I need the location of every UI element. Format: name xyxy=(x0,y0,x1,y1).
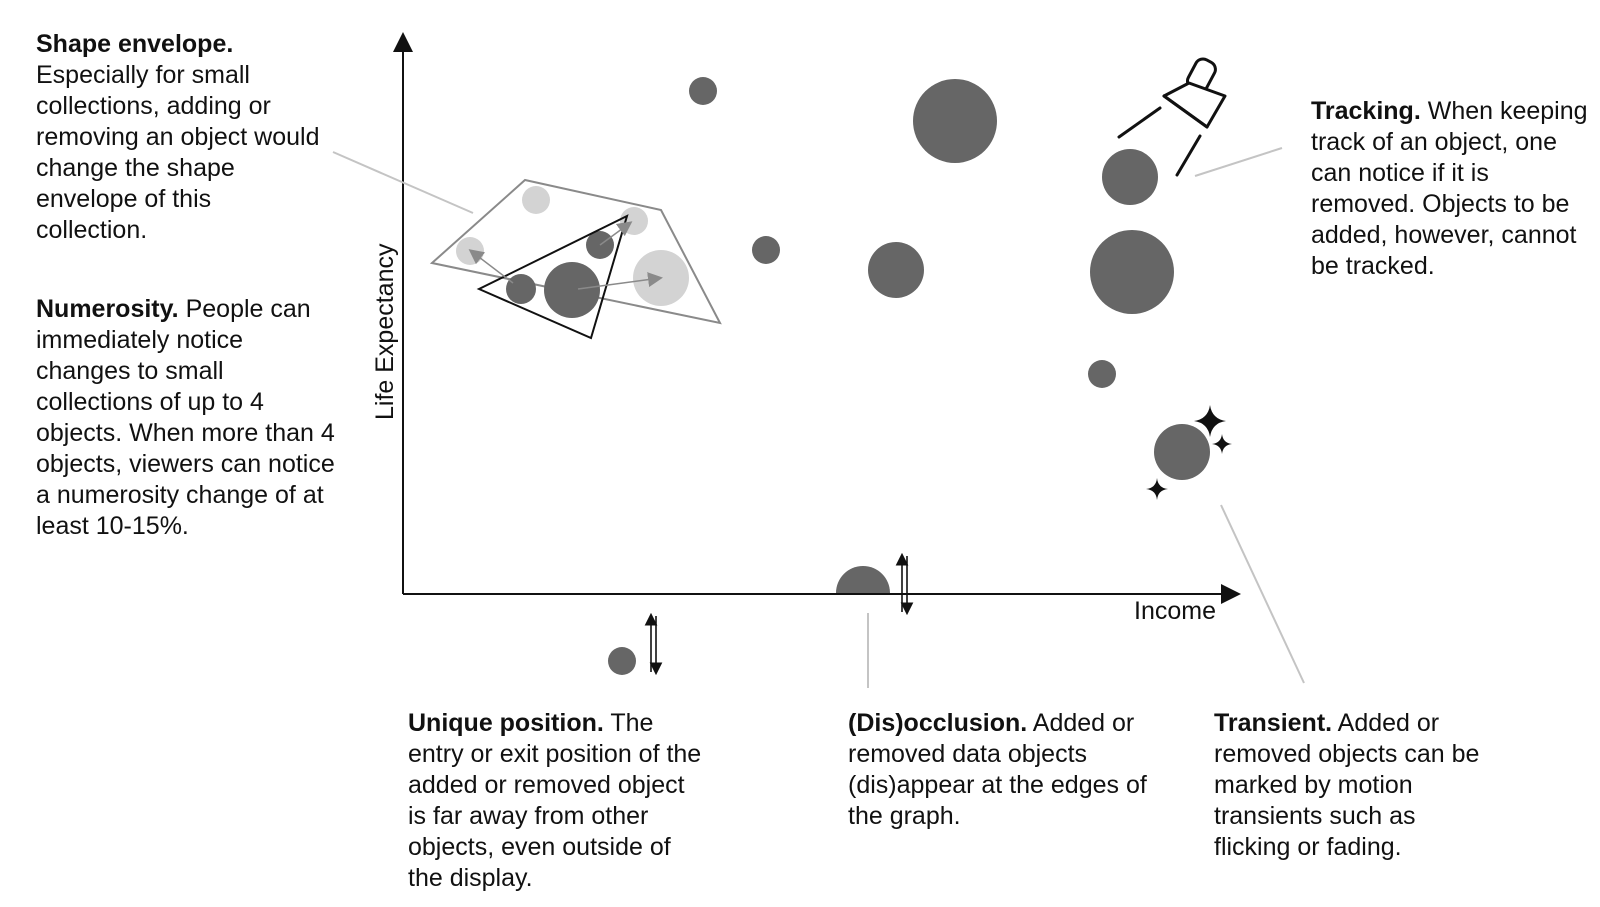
annotation-transient: Transient. Added or removed objects can … xyxy=(1214,708,1494,863)
motion-arrow xyxy=(468,249,514,284)
annotation-body: Added or removed objects can be marked b… xyxy=(1214,709,1480,861)
bubble xyxy=(1090,230,1174,314)
x-axis-label: Income xyxy=(1134,597,1216,625)
annotation-body: Especially for small collections, adding… xyxy=(36,61,320,244)
annotation-disocclusion: (Dis)occlusion. Added or removed data ob… xyxy=(848,708,1148,832)
bubble xyxy=(868,242,924,298)
annotation-title: Tracking. xyxy=(1311,97,1421,125)
inner-envelope-shape xyxy=(476,214,629,340)
annotation-body: The entry or exit position of the added … xyxy=(408,709,702,892)
annotation-unique-position: Unique position. The entry or exit posit… xyxy=(408,708,708,894)
annotation-title: Unique position. xyxy=(408,709,604,737)
bubble xyxy=(1088,360,1116,388)
leader-transient xyxy=(1220,504,1305,684)
annotation-numerosity: Numerosity. People can immediately notic… xyxy=(36,294,336,542)
faded-bubble xyxy=(456,237,484,265)
flashlight-icon xyxy=(1117,57,1227,177)
sparkle-icon xyxy=(1146,405,1232,500)
bubble xyxy=(752,236,780,264)
faded-bubble xyxy=(633,250,689,306)
faded-bubble xyxy=(522,186,550,214)
leader-lines xyxy=(332,147,1305,688)
outer-envelope-shape xyxy=(429,178,722,325)
bubble xyxy=(1154,424,1210,480)
leader-tracking xyxy=(1194,147,1283,177)
bubble xyxy=(1102,149,1158,205)
bubble xyxy=(506,274,536,304)
occluded-bubble xyxy=(836,566,890,593)
annotation-body: When keeping track of an object, one can… xyxy=(1311,97,1588,280)
double-arrow-icon xyxy=(644,612,663,676)
annotation-shape-envelope: Shape envelope. Especially for small col… xyxy=(36,29,326,246)
bubble xyxy=(544,262,600,318)
annotation-body: Added or removed data objects (dis)appea… xyxy=(848,709,1147,830)
axes: Income Life Expectancy xyxy=(371,32,1241,625)
bubble xyxy=(913,79,997,163)
leader-shape-envelope xyxy=(332,151,474,214)
annotation-tracking: Tracking. When keeping track of an objec… xyxy=(1311,96,1596,282)
annotation-title: Transient. xyxy=(1214,709,1333,737)
bubble xyxy=(608,647,636,675)
annotation-title: (Dis)occlusion. xyxy=(848,709,1028,737)
shape-envelope-group xyxy=(429,178,722,340)
bubbles xyxy=(608,77,1210,675)
faded-bubble xyxy=(620,207,648,235)
bubble xyxy=(689,77,717,105)
motion-arrow xyxy=(577,272,663,290)
y-axis-label: Life Expectancy xyxy=(371,243,399,420)
annotation-body: People can immediately notice changes to… xyxy=(36,295,335,540)
annotation-title: Numerosity. xyxy=(36,295,179,323)
annotation-title: Shape envelope. xyxy=(36,30,234,58)
double-arrow-icon xyxy=(895,552,914,616)
motion-arrow xyxy=(599,221,633,246)
